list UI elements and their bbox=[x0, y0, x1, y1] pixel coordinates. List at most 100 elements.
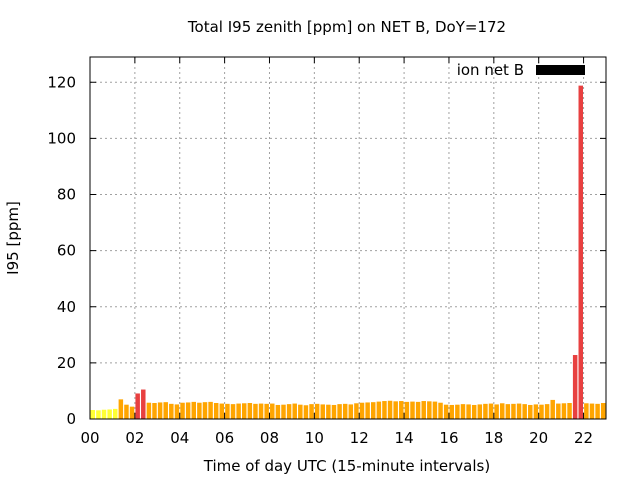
x-tick-label: 12 bbox=[350, 429, 369, 447]
bar bbox=[135, 393, 140, 419]
bar bbox=[107, 409, 112, 419]
bar bbox=[483, 403, 488, 419]
bar bbox=[112, 408, 118, 419]
bar bbox=[415, 401, 421, 419]
x-tick-label: 08 bbox=[260, 429, 279, 447]
bar bbox=[488, 403, 494, 419]
bar bbox=[348, 404, 354, 419]
bar bbox=[169, 403, 174, 419]
bar bbox=[90, 410, 96, 419]
bar bbox=[309, 404, 314, 419]
bar bbox=[533, 404, 539, 419]
bars bbox=[90, 85, 606, 419]
legend: ion net B bbox=[457, 61, 585, 79]
bar bbox=[466, 404, 471, 419]
x-tick-label: 06 bbox=[215, 429, 234, 447]
y-tick-label: 100 bbox=[47, 129, 76, 147]
bar bbox=[180, 402, 185, 419]
bar bbox=[438, 402, 443, 419]
bar bbox=[225, 403, 230, 419]
x-tick-label: 16 bbox=[439, 429, 458, 447]
legend-swatch bbox=[536, 65, 585, 75]
bar bbox=[174, 404, 180, 419]
y-axis-label: I95 [ppm] bbox=[4, 201, 22, 275]
bar bbox=[129, 406, 135, 419]
x-tick-label: 00 bbox=[80, 429, 99, 447]
bar bbox=[230, 404, 236, 419]
bar bbox=[354, 403, 359, 419]
x-tick-label: 22 bbox=[574, 429, 593, 447]
bar bbox=[477, 404, 483, 419]
bar bbox=[404, 401, 410, 419]
legend-label: ion net B bbox=[457, 61, 524, 79]
bar bbox=[202, 402, 208, 419]
grid bbox=[90, 57, 606, 419]
bar bbox=[421, 401, 426, 419]
bar bbox=[331, 404, 337, 419]
bar bbox=[275, 404, 281, 419]
x-tick-label: 02 bbox=[125, 429, 144, 447]
y-tick-label: 60 bbox=[57, 242, 76, 260]
bar bbox=[600, 403, 606, 419]
bar bbox=[578, 85, 584, 419]
bar bbox=[516, 403, 522, 419]
bar bbox=[522, 404, 527, 419]
bar bbox=[359, 402, 365, 419]
bar bbox=[163, 402, 168, 419]
bar bbox=[460, 404, 466, 419]
bar bbox=[370, 402, 376, 419]
bar bbox=[270, 403, 275, 419]
bar bbox=[124, 404, 129, 419]
bar bbox=[253, 403, 258, 419]
bar bbox=[572, 355, 578, 419]
bar bbox=[550, 399, 555, 419]
bar bbox=[96, 410, 101, 419]
bar bbox=[589, 403, 595, 419]
y-tick-label: 80 bbox=[57, 186, 76, 204]
bar bbox=[314, 403, 320, 419]
x-tick-label: 04 bbox=[170, 429, 189, 447]
bar bbox=[219, 403, 225, 419]
bar bbox=[511, 403, 516, 419]
bar bbox=[427, 401, 432, 419]
bar bbox=[399, 401, 404, 419]
bar bbox=[213, 403, 219, 419]
bar bbox=[191, 401, 197, 419]
plot-frame bbox=[89, 56, 607, 420]
axes: 0 20 40 60 80 100 120 00 02 04 06 08 10 12 14 16 18 20 22 bbox=[47, 57, 606, 447]
bar bbox=[365, 402, 370, 419]
bar bbox=[258, 403, 264, 419]
x-tick-label: 14 bbox=[395, 429, 414, 447]
y-tick-label: 20 bbox=[57, 354, 76, 372]
bar bbox=[556, 403, 561, 419]
bar bbox=[471, 404, 477, 419]
bar bbox=[387, 400, 393, 419]
x-tick-label: 18 bbox=[484, 429, 503, 447]
bar bbox=[561, 403, 567, 419]
chart-title: Total I95 zenith [ppm] on NET B, DoY=172 bbox=[187, 18, 506, 36]
bar bbox=[410, 401, 415, 419]
bar bbox=[494, 404, 499, 419]
x-axis-label: Time of day UTC (15-minute intervals) bbox=[203, 457, 490, 475]
bar bbox=[326, 404, 331, 419]
bar bbox=[320, 404, 326, 419]
x-tick-label: 20 bbox=[529, 429, 548, 447]
y-tick-label: 120 bbox=[47, 73, 76, 91]
y-tick-label: 0 bbox=[66, 410, 76, 428]
bar bbox=[152, 403, 157, 419]
bar bbox=[528, 404, 533, 419]
bar bbox=[505, 404, 511, 419]
bar bbox=[101, 409, 107, 419]
bar bbox=[443, 404, 449, 419]
bar bbox=[236, 403, 241, 419]
bar bbox=[455, 404, 460, 419]
bar bbox=[281, 404, 286, 419]
bar bbox=[286, 404, 292, 419]
bar bbox=[337, 404, 342, 419]
bar bbox=[499, 403, 505, 419]
bar bbox=[118, 399, 124, 419]
bar bbox=[264, 403, 269, 419]
bar bbox=[342, 403, 348, 419]
bar bbox=[595, 403, 600, 419]
